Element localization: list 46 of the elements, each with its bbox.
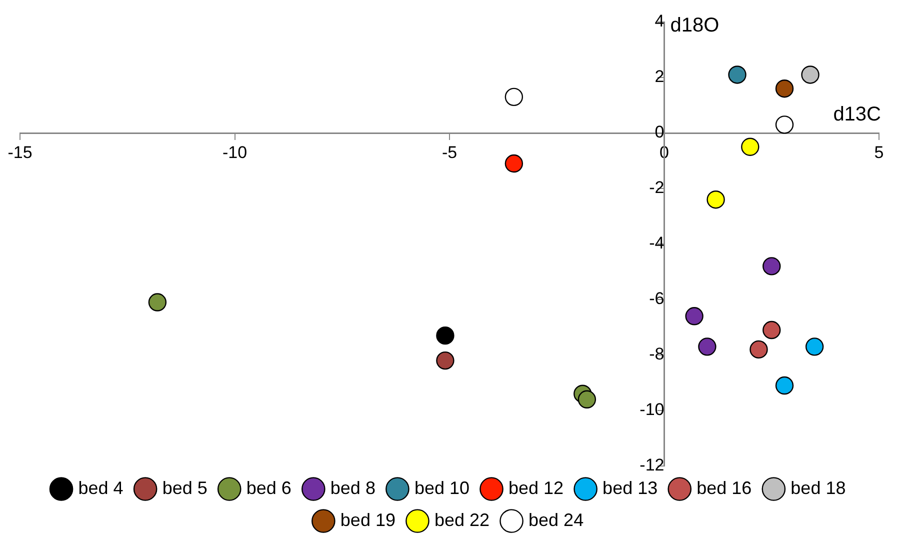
y-tick-label: -12 — [640, 456, 664, 475]
point — [706, 190, 725, 209]
point — [728, 66, 746, 84]
legend-label: bed 19 — [340, 510, 396, 530]
point — [750, 340, 768, 359]
y-axis-title: d18O — [670, 14, 720, 37]
legend-label: bed 22 — [434, 510, 490, 530]
y-tick-label: -10 — [640, 400, 664, 420]
x-tick-label: -5 — [442, 142, 458, 162]
point — [801, 66, 820, 84]
point — [436, 326, 454, 345]
point — [775, 376, 794, 395]
y-tick-label: 2 — [654, 67, 664, 86]
point — [504, 154, 524, 173]
y-tick-label: -2 — [649, 178, 664, 198]
y-tick-label: -8 — [649, 344, 664, 364]
point — [578, 390, 596, 408]
y-tick-label: -4 — [649, 234, 664, 253]
legend-label: bed 8 — [330, 478, 376, 498]
point — [436, 351, 454, 370]
point — [762, 320, 781, 340]
x-tick-label: -15 — [8, 142, 32, 162]
y-tick-label: 4 — [654, 12, 664, 31]
legend-label: bed 24 — [528, 510, 584, 530]
legend-label: bed 18 — [790, 478, 846, 498]
y-tick-label: -6 — [649, 289, 664, 308]
point — [504, 88, 524, 106]
point — [775, 116, 794, 134]
point — [148, 293, 167, 312]
legend-label: bed 10 — [414, 478, 470, 498]
legend-label: bed 12 — [508, 478, 564, 498]
y-tick-label: 0 — [654, 122, 664, 142]
legend-label: bed 5 — [162, 478, 208, 498]
point — [762, 257, 781, 276]
x-tick-label: 5 — [874, 142, 884, 162]
legend-label: bed 13 — [602, 478, 658, 498]
point — [805, 338, 824, 356]
legend-label: bed 6 — [246, 478, 292, 498]
point — [698, 338, 716, 356]
x-tick-label: -10 — [222, 142, 248, 162]
legend-label: bed 16 — [696, 478, 752, 498]
point — [775, 80, 794, 98]
point — [685, 307, 704, 326]
x-axis-title: d13C — [833, 104, 881, 126]
point — [741, 138, 760, 156]
legend-label: bed 4 — [78, 478, 124, 498]
